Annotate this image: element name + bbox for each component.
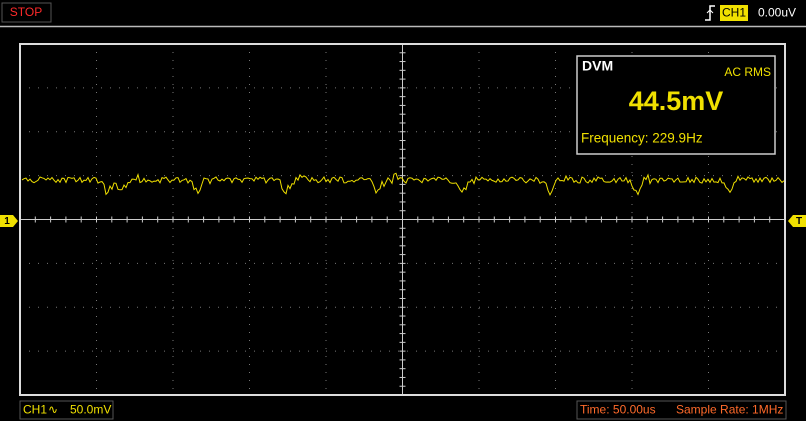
trigger-channel: CH1 <box>722 6 746 20</box>
timebase-box <box>576 400 787 420</box>
channel-coupling[interactable]: ∿ <box>48 403 58 417</box>
timebase-time: Time: 50.00us <box>580 403 656 417</box>
timebase-sample-rate: Sample Rate: 1MHz <box>676 403 783 417</box>
trigger-marker-label: T <box>796 216 802 227</box>
channel-box[interactable] <box>19 400 114 420</box>
trigger-channel-box <box>720 5 748 21</box>
dvm-panel <box>576 55 776 155</box>
waveform <box>21 172 785 197</box>
channel-scale[interactable]: 50.0mV <box>70 403 111 417</box>
trigger-marker <box>788 215 806 227</box>
channel-marker <box>0 215 18 227</box>
trigger-arrow-icon <box>706 9 714 14</box>
dvm-frequency: Frequency: 229.9Hz <box>581 131 703 146</box>
channel-marker-label: 1 <box>4 216 10 227</box>
dvm-title: DVM <box>582 58 613 74</box>
run-status[interactable]: STOP <box>10 5 42 19</box>
stop-box[interactable] <box>1 2 52 23</box>
dvm-reading: 44.5mV <box>629 86 724 116</box>
trigger-level: 0.00uV <box>758 6 796 20</box>
channel-name[interactable]: CH1 <box>23 403 47 417</box>
graticule <box>19 43 786 396</box>
dvm-mode: AC RMS <box>724 65 771 79</box>
graticule-frame <box>19 43 786 396</box>
trigger-edge-icon <box>705 5 715 21</box>
